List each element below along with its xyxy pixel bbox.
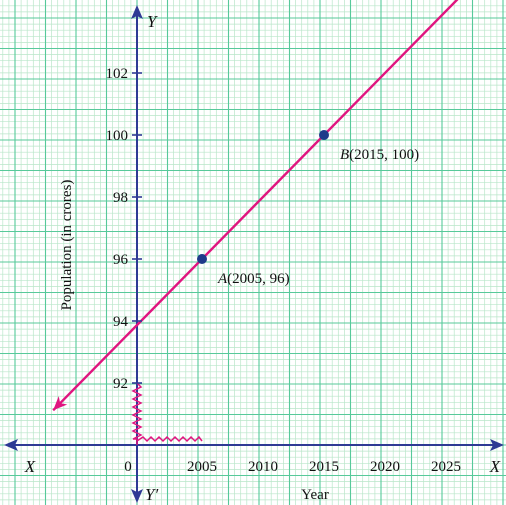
x-tick-label: 2015 <box>309 459 339 475</box>
origin-label: 0 <box>124 459 132 475</box>
x-axis-right-arrow <box>490 439 504 451</box>
x-tick-label: 2020 <box>370 459 400 475</box>
line-arrow-down <box>53 396 68 411</box>
population-line <box>52 0 459 412</box>
data-points: A(2005, 96) B(2015, 100) <box>197 130 419 287</box>
y-axis-down-arrow <box>131 489 143 503</box>
tick-labels: 2005 2010 2015 2020 2025 92 94 96 98 100 102 <box>106 66 462 475</box>
x-tick-label: 2025 <box>431 459 461 475</box>
x-tick-label: 2010 <box>248 459 278 475</box>
y-tick-label: 98 <box>113 190 128 206</box>
point-label: A(2005, 96) <box>217 271 290 287</box>
x-axis-break <box>136 435 203 443</box>
point-name: A <box>217 271 228 287</box>
y-axis-label: Population (in crores) <box>59 180 75 311</box>
y-tick-label: 92 <box>113 376 128 392</box>
y-axis-break <box>131 382 143 445</box>
x-axis-left-arrow <box>4 439 18 451</box>
data-line <box>52 0 459 412</box>
data-point <box>319 130 329 140</box>
y-tick-label: 94 <box>113 314 129 330</box>
axes <box>4 5 504 503</box>
x-axis-name: X <box>489 457 501 476</box>
x-prime-axis-name: X <box>24 457 36 476</box>
x-tick-label: 2005 <box>187 459 217 475</box>
axis-breaks <box>131 382 203 445</box>
y-axis-up-arrow <box>131 5 143 19</box>
point-coords: (2015, 100) <box>349 147 419 163</box>
y-axis-name: Y <box>147 12 158 31</box>
point-name: B <box>340 147 349 163</box>
x-axis-label: Year <box>301 487 329 503</box>
y-tick-label: 100 <box>106 128 129 144</box>
y-tick-label: 102 <box>106 66 129 82</box>
y-prime-axis-name: Y′ <box>145 485 158 504</box>
point-label: B(2015, 100) <box>340 147 419 163</box>
data-point <box>197 254 207 264</box>
y-tick-label: 96 <box>113 252 129 268</box>
point-coords: (2005, 96) <box>227 271 290 287</box>
